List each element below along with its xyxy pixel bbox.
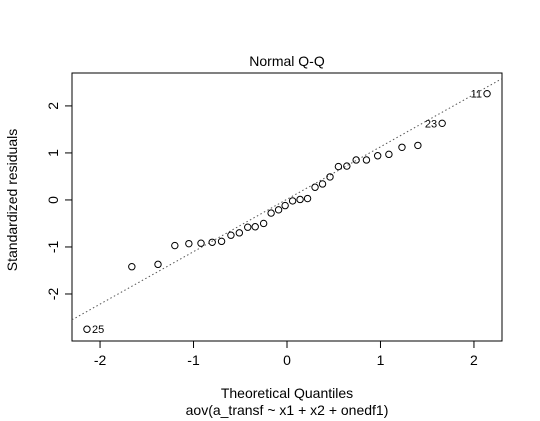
data-point (362, 156, 371, 164)
y-tick-label: 1 (45, 149, 61, 157)
x-tick-label: -1 (187, 352, 200, 368)
data-point (483, 89, 491, 98)
x-tick-label: 1 (377, 352, 385, 368)
data-point (83, 325, 91, 333)
data-point (235, 229, 244, 237)
data-point (303, 194, 312, 203)
data-point (185, 239, 193, 248)
x-axis: -2 -1 0 1 2 (94, 340, 478, 368)
chart-title: Normal Q-Q (249, 53, 325, 69)
plot-frame (71, 72, 503, 342)
y-tick-label: 2 (45, 102, 61, 110)
data-point (197, 239, 205, 247)
x-tick-label: 2 (470, 352, 478, 368)
data-point (281, 201, 289, 210)
chart-subtitle: aov(a_transf ~ x1 + x2 + onedf1) (186, 402, 389, 418)
data-point (217, 237, 226, 246)
point-label: 23 (425, 118, 437, 130)
data-point (288, 197, 297, 205)
data-point (227, 231, 235, 239)
data-point (128, 263, 136, 271)
y-axis: -2 -1 0 1 2 (45, 102, 73, 301)
x-tick-label: -2 (94, 352, 107, 368)
data-point (373, 152, 382, 160)
data-point (385, 150, 393, 159)
data-point (414, 141, 422, 150)
data-point (398, 143, 406, 151)
data-point (318, 180, 327, 188)
data-point (274, 206, 283, 214)
reference-line-layer (71, 78, 503, 321)
y-axis-label: Standardized residuals (4, 129, 20, 271)
data-point (296, 195, 304, 204)
point-label: 25 (92, 324, 104, 336)
data-point (251, 223, 259, 231)
data-point (326, 173, 334, 181)
point-label: 11 (471, 89, 482, 101)
data-point (438, 119, 446, 128)
point-labels-layer: 25 23 11 (92, 89, 482, 337)
x-axis-label: Theoretical Quantiles (221, 385, 353, 401)
data-point (259, 219, 268, 228)
qq-reference-line (71, 78, 503, 321)
y-tick-label: -2 (45, 288, 61, 301)
data-point (154, 260, 162, 269)
data-point (171, 241, 179, 250)
x-tick-label: 0 (283, 352, 291, 368)
data-point (244, 223, 252, 231)
y-tick-label: 0 (45, 196, 61, 204)
data-point (267, 209, 275, 217)
data-point (208, 238, 216, 246)
points-layer (83, 89, 491, 333)
y-tick-label: -1 (45, 241, 61, 254)
data-point (352, 156, 360, 164)
data-point (343, 162, 351, 170)
data-point (334, 162, 343, 171)
data-point (311, 183, 319, 191)
plot-area: 25 23 11 (71, 72, 503, 342)
